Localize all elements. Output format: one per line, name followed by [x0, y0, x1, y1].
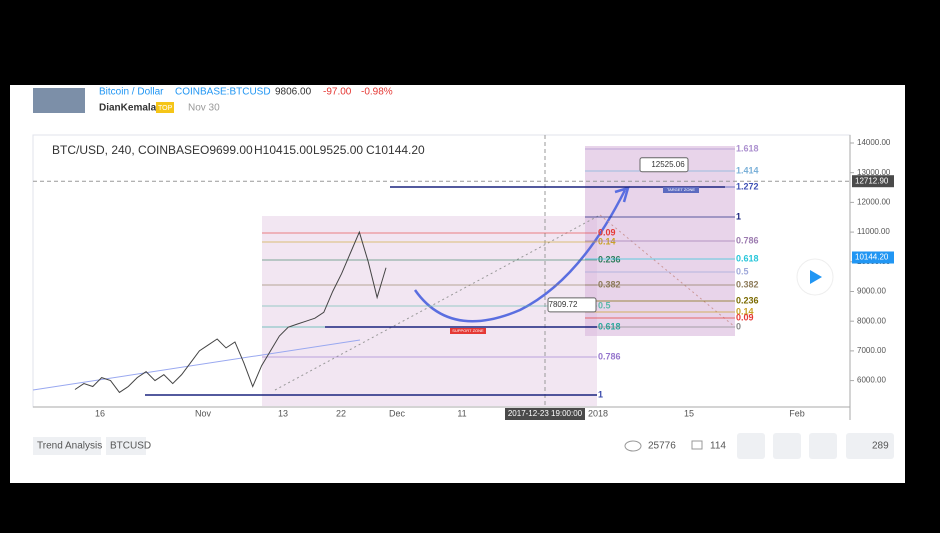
fib-label: 0.382 [598, 279, 621, 289]
y-tick-label: 7000.00 [857, 346, 886, 355]
views: 25776 [648, 441, 676, 452]
tag[interactable] [33, 437, 101, 455]
arrow [413, 189, 627, 323]
title[interactable]: Bitcoin / Dollar [99, 87, 164, 98]
tag[interactable] [106, 437, 146, 455]
y-tick-label: 11000.00 [857, 227, 890, 236]
y-tick-label: 6000.00 [857, 376, 886, 385]
last-price: 10144.20 [855, 253, 889, 262]
price-line [74, 230, 387, 394]
x-tick-label: 2018 [588, 408, 608, 418]
fib-label: 1.414 [736, 165, 759, 175]
x-tick-label: Nov [195, 408, 212, 418]
fib-label: 1 [736, 211, 741, 221]
y-tick-label: 9000.00 [857, 287, 886, 296]
views-icon [624, 440, 642, 452]
fib-label: 1 [598, 389, 603, 399]
x-tick-label: 22 [336, 408, 346, 418]
callout [639, 157, 689, 173]
arrow-head [614, 186, 630, 203]
legend-open: O9699.00 [200, 143, 253, 157]
callout-text: 12525.06 [651, 160, 685, 169]
trendline [32, 339, 361, 391]
last-price-box [852, 251, 894, 264]
fib-label: 0.5 [598, 300, 611, 310]
play-icon [810, 270, 822, 284]
fib-label: 0.09 [598, 227, 616, 237]
x-tick-label: 11 [457, 408, 466, 418]
callout-text: 7809.72 [549, 300, 578, 309]
y-tick-label: 8000.00 [857, 316, 886, 325]
y-tick-label: 14000.00 [857, 138, 891, 147]
fib-label: 0.786 [736, 235, 759, 245]
trendline [274, 214, 601, 391]
legend-symbol: BTC/USD, 240, COINBASE [52, 143, 200, 157]
x-tick-label: Dec [389, 408, 406, 418]
legend-high: H10415.00 [254, 143, 313, 157]
zone-tag [450, 328, 486, 334]
fib-label: 0.09 [736, 312, 754, 322]
badge [156, 102, 174, 113]
fib-label: 1.272 [736, 181, 759, 191]
zone-text: SUPPORT ZONE [452, 328, 484, 333]
tag-text: Trend Analysis [37, 441, 102, 452]
fib-label: 0.382 [736, 279, 759, 289]
x-tick-label: 15 [684, 408, 694, 418]
crosshair-time: 2017-12-23 19:00:00 [508, 409, 583, 418]
y-tick-label: 12000.00 [857, 197, 891, 206]
comments-icon [691, 440, 703, 450]
fib-label: 0.786 [598, 351, 621, 361]
price: 9806.00 [275, 87, 312, 98]
change-pct: -0.98% [361, 87, 393, 98]
fib-zone [262, 216, 597, 406]
tag-text: BTCUSD [110, 441, 151, 452]
trendline [599, 214, 736, 328]
like-button[interactable] [846, 433, 894, 459]
crosshair-price-box [852, 175, 894, 188]
x-tick-label: 13 [278, 408, 288, 418]
fib-label: 0.5 [736, 266, 749, 276]
avatar [33, 88, 85, 113]
share-button[interactable] [773, 433, 801, 459]
badge-text: TOP [158, 105, 173, 112]
x-tick-label: 16 [95, 408, 105, 418]
favorite-button[interactable] [809, 433, 837, 459]
fib-label: 0.14 [736, 306, 754, 316]
exchange[interactable]: COINBASE:BTCUSD [175, 87, 271, 98]
likes: 289 [872, 441, 889, 452]
crosshair-price: 12712.90 [855, 176, 889, 185]
comments: 114 [710, 441, 726, 452]
footer: Trend Analysis BTCUSD 25776 114 289 [33, 433, 894, 459]
change: -97.00 [323, 87, 352, 98]
zone-text: TARGET ZONE [667, 187, 695, 192]
fib-label: 0.618 [736, 253, 759, 263]
legend-low: L9525.00 [313, 143, 363, 157]
crosshair-time-box [505, 408, 585, 420]
flag-button[interactable] [737, 433, 765, 459]
fib-label: 0.236 [736, 295, 759, 305]
author[interactable]: DianKemala [99, 103, 157, 114]
y-tick-label: 13000.00 [857, 168, 891, 177]
x-tick-label: Feb [789, 408, 805, 418]
callout [547, 297, 597, 313]
date: Nov 30 [188, 103, 220, 114]
zone-tag [663, 187, 699, 193]
fib-label: 1.618 [736, 143, 759, 153]
legend-close: C10144.20 [366, 143, 425, 157]
fib-label: 0 [736, 321, 741, 331]
fib-label: 0.618 [598, 321, 621, 331]
